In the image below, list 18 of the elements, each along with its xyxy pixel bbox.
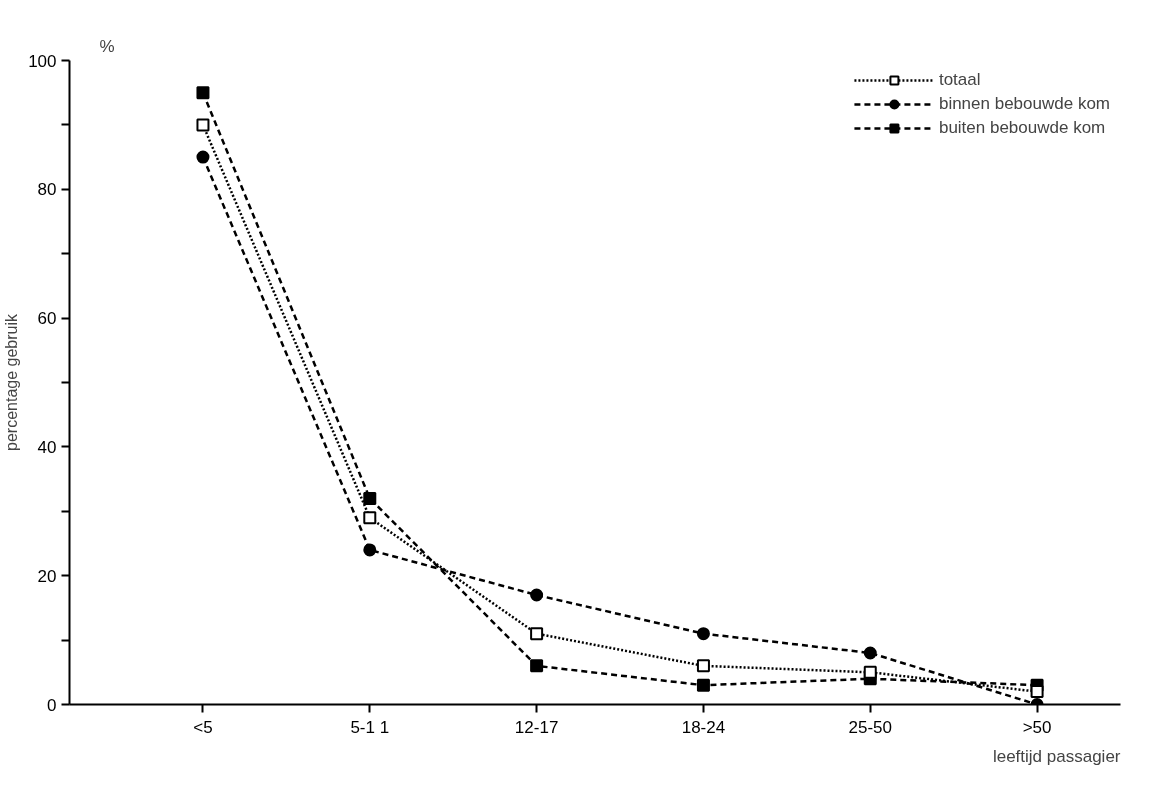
legend-label: binnen bebouwde kom [938,94,1110,114]
legend-label: totaal [938,70,981,90]
y-tick-label: 80 [37,180,57,200]
text: % [99,36,115,56]
y-tick-label: 60 [37,309,57,329]
x-axis-title: leeftijd passagier [992,746,1121,766]
y-tick-label: 40 [37,437,57,457]
x-tick-label: 25-50 [848,717,893,737]
y-tick-label: 100 [28,51,57,71]
y-axis-title: percentage gebruik [3,313,21,451]
y-tick-label: 20 [37,566,57,586]
x-tick-label: >50 [1022,717,1052,737]
x-tick-label: 18-24 [681,717,726,737]
x-tick-label: 12-17 [514,717,559,737]
x-tick-label: <5 [193,717,213,737]
y-tick-label: 0 [47,695,57,715]
legend-label: buiten bebouwde kom [938,118,1106,138]
x-tick-label: 5-1 1 [350,717,390,737]
